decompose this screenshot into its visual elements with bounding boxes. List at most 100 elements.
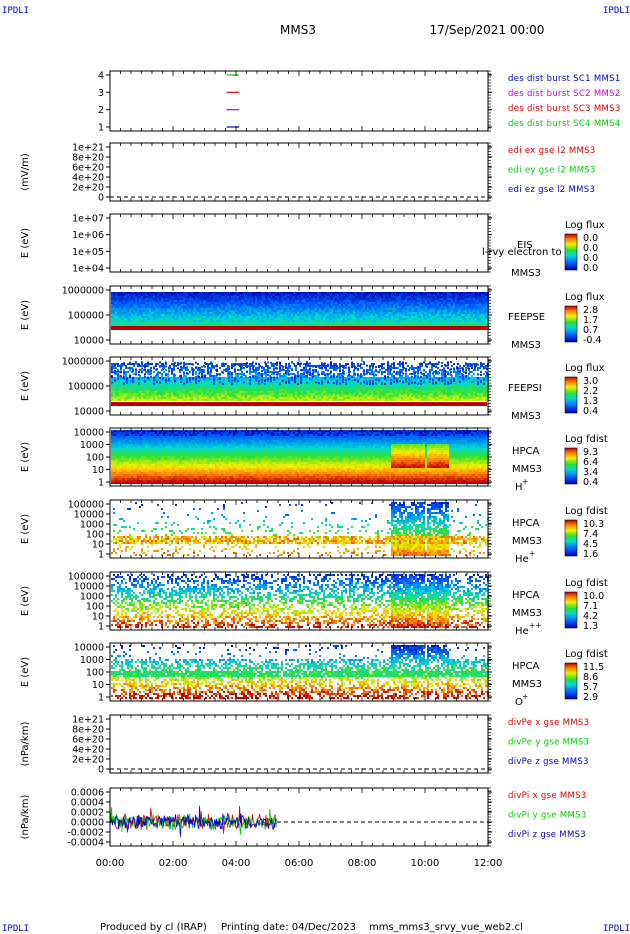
feepse-pixel [431, 302, 433, 304]
feepsi-pixel [153, 385, 155, 387]
feepse-pixel [469, 292, 471, 294]
feepse-pixel [251, 318, 253, 320]
feepse-pixel [141, 310, 143, 312]
feepse-pixel [121, 310, 123, 312]
feepse-pixel [133, 306, 135, 308]
feepse-pixel [345, 316, 347, 318]
feepse-pixel [413, 304, 415, 306]
feepse-pixel [333, 320, 335, 322]
feepsi-pixel [133, 393, 135, 395]
feepse-pixel [197, 298, 199, 300]
feepsi-pixel [197, 395, 199, 397]
feepsi-pixel [125, 399, 127, 401]
feepsi-pixel [133, 373, 135, 375]
feepse-pixel [171, 316, 173, 318]
feepsi-pixel [195, 385, 197, 387]
feepse-pixel [137, 324, 139, 326]
feepse-pixel [177, 320, 179, 322]
feepse-pixel [413, 318, 415, 320]
feepsi-pixel [189, 371, 191, 373]
feepse-pixel [151, 316, 153, 318]
feepse-pixel [253, 298, 255, 300]
feepse-pixel [149, 320, 151, 322]
feepsi-pixel [151, 379, 153, 381]
feepsi-pixel [205, 395, 207, 397]
feepse-pixel [137, 316, 139, 318]
feepse-pixel [349, 308, 351, 310]
feepse-pixel [459, 316, 461, 318]
feepse-pixel [125, 300, 127, 302]
feepse-pixel [457, 300, 459, 302]
feepse-pixel [269, 306, 271, 308]
feepse-pixel [295, 304, 297, 306]
feepse-pixel [205, 320, 207, 322]
feepse-pixel [471, 296, 473, 298]
feepse-pixel [373, 300, 375, 302]
feepsi-pixel [185, 375, 187, 377]
feepsi-pixel [117, 385, 119, 387]
feepse-pixel [449, 310, 451, 312]
feepsi-pixel [117, 379, 119, 381]
feepse-pixel [267, 306, 269, 308]
feepse-pixel [281, 302, 283, 304]
feepse-pixel [231, 302, 233, 304]
feepse-pixel [461, 292, 463, 294]
feepse-pixel [141, 300, 143, 302]
feepse-pixel [245, 322, 247, 324]
feepsi-pixel [171, 379, 173, 381]
feepsi-pixel [227, 371, 229, 373]
feepse-pixel [365, 308, 367, 310]
feepse-pixel [195, 314, 197, 316]
feepse-pixel [309, 292, 311, 294]
feepse-pixel [323, 312, 325, 314]
feepsi-pixel [115, 377, 117, 379]
feepse-pixel [213, 310, 215, 312]
feepse-pixel [355, 316, 357, 318]
feepse-pixel [211, 324, 213, 326]
feepse-pixel [193, 320, 195, 322]
feepse-pixel [477, 304, 479, 306]
feepsi-pixel [113, 383, 115, 385]
feepse-pixel [147, 322, 149, 324]
feepsi-pixel [115, 391, 117, 393]
feepse-pixel [363, 312, 365, 314]
feepse-pixel [367, 298, 369, 300]
feepse-pixel [319, 316, 321, 318]
feepse-pixel [355, 322, 357, 324]
feepse-pixel [183, 314, 185, 316]
feepse-pixel [427, 298, 429, 300]
feepsi-pixel [163, 391, 165, 393]
feepsi-pixel [209, 381, 211, 383]
feepsi-pixel [181, 383, 183, 385]
feepse-pixel [185, 296, 187, 298]
feepse-pixel [465, 310, 467, 312]
corner-label-top-right: IPDLI [603, 6, 630, 16]
feepse-pixel [125, 306, 127, 308]
feepse-pixel [211, 316, 213, 318]
feepsi-pixel [137, 395, 139, 397]
feepse-pixel [187, 300, 189, 302]
feepsi-pixel [203, 391, 205, 393]
feepse-pixel [401, 322, 403, 324]
feepse-pixel [287, 294, 289, 296]
feepse-pixel [285, 300, 287, 302]
feepse-pixel [223, 322, 225, 324]
feepsi-pixel [205, 381, 207, 383]
feepse-pixel [201, 324, 203, 326]
feepse-pixel [457, 296, 459, 298]
feepsi-pixel [129, 369, 131, 371]
feepse-pixel [349, 324, 351, 326]
feepse-pixel [261, 298, 263, 300]
feepse-pixel [187, 308, 189, 310]
feepsi-pixel [125, 365, 127, 367]
feepse-pixel [201, 308, 203, 310]
feepse-pixel [417, 320, 419, 322]
feepse-pixel [369, 320, 371, 322]
feepse-pixel [127, 310, 129, 312]
feepsi-pixel [147, 381, 149, 383]
feepse-pixel [117, 304, 119, 306]
feepse-pixel [131, 310, 133, 312]
feepsi-pixel [145, 377, 147, 379]
feepse-pixel [309, 302, 311, 304]
feepse-pixel [329, 296, 331, 298]
